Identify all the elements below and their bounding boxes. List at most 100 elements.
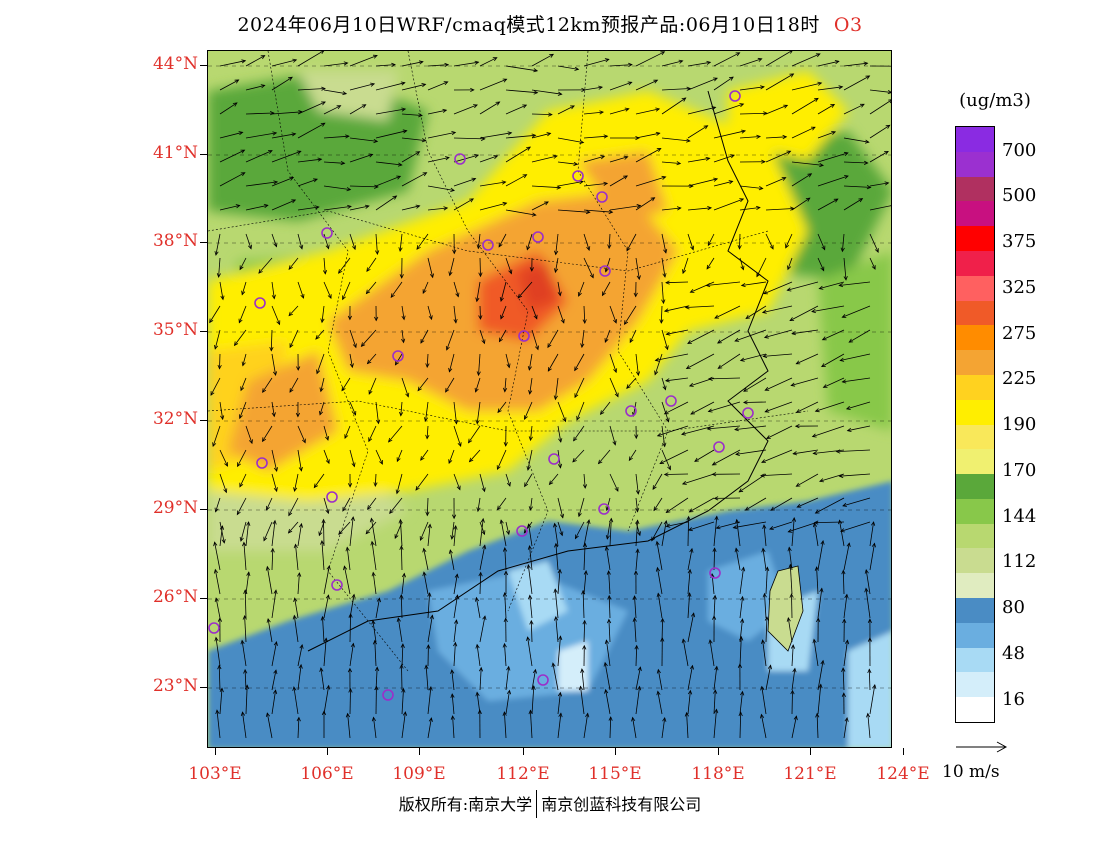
wind-arrow-head	[708, 639, 713, 644]
colorbar-segment	[956, 672, 994, 698]
wind-arrow-head	[790, 382, 796, 387]
wind-arrow	[319, 401, 325, 415]
wind-arrow-head	[582, 319, 587, 325]
wind-arrow	[549, 473, 559, 485]
wind-arrow-head	[812, 638, 817, 644]
wind-arrow-head	[841, 569, 846, 575]
wind-arrow	[453, 198, 474, 211]
wind-arrow	[504, 377, 507, 392]
wind-arrow-head	[352, 410, 357, 416]
wind-arrow	[245, 55, 265, 67]
wind-arrow	[632, 717, 637, 739]
wind-arrow-head	[577, 512, 582, 518]
wind-arrow-head	[289, 176, 295, 181]
wind-arrow-head	[361, 104, 367, 109]
wind-arrow	[297, 158, 322, 163]
wind-arrow	[267, 618, 273, 643]
wind-arrow-head	[289, 343, 294, 349]
wind-arrow-head	[606, 618, 612, 624]
wind-arrow-head	[374, 685, 379, 691]
wind-arrow-head	[517, 293, 523, 299]
wind-arrow-head	[767, 664, 772, 670]
wind-arrow	[687, 548, 693, 571]
colorbar-segment	[956, 226, 994, 252]
wind-arrow	[791, 173, 812, 187]
wind-arrow	[505, 65, 538, 72]
wind-arrow-head	[262, 437, 267, 443]
wind-arrow-head	[582, 484, 588, 489]
wind-arrow	[453, 401, 457, 424]
wind-arrow	[293, 615, 299, 643]
lat-tick	[200, 420, 207, 421]
wind-arrow-head	[604, 639, 609, 645]
lat-label: 38°N	[152, 231, 198, 251]
wind-arrow-head	[267, 150, 273, 154]
wind-arrow-head	[508, 269, 513, 275]
wind-arrow	[427, 157, 450, 163]
wind-arrow	[842, 668, 845, 691]
wind-arrow	[399, 233, 403, 252]
wind-arrow	[316, 353, 325, 374]
wind-arrow	[789, 305, 819, 321]
wind-arrow	[764, 593, 767, 619]
wind-arrow	[427, 81, 448, 91]
wind-arrow-head	[762, 592, 767, 598]
wind-arrow	[477, 233, 481, 249]
wind-arrow-head	[373, 482, 378, 488]
wind-arrow	[654, 353, 663, 375]
wind-arrow	[583, 570, 587, 595]
wind-arrow-head	[343, 565, 348, 571]
wind-arrow	[505, 257, 512, 274]
wind-arrow	[375, 449, 383, 465]
wind-arrow-head	[298, 466, 303, 472]
wind-arrow-head	[557, 463, 563, 469]
wind-arrow-head	[246, 521, 251, 526]
lon-label: 109°E	[392, 764, 446, 784]
wind-arrow	[869, 257, 876, 270]
wind-arrow-head	[532, 668, 537, 674]
colorbar-segment	[956, 598, 994, 624]
wind-arrow	[288, 257, 299, 270]
wind-arrow	[814, 523, 819, 547]
wind-arrow	[349, 104, 366, 115]
wind-arrow-head	[502, 201, 508, 207]
wind-arrow-head	[604, 545, 609, 551]
wind-arrow-head	[260, 55, 266, 60]
wind-arrow	[606, 640, 611, 667]
wind-arrow	[476, 281, 481, 302]
wind-arrow-head	[288, 311, 293, 317]
wind-arrow	[687, 233, 694, 250]
wind-arrow	[739, 257, 744, 270]
wind-arrow	[453, 473, 461, 490]
wind-arrow-head	[792, 451, 798, 456]
wind-arrow	[289, 329, 299, 348]
wind-arrow-head	[469, 198, 474, 203]
wind-arrow	[528, 353, 533, 370]
wind-arrow	[244, 669, 247, 691]
wind-arrow	[531, 155, 558, 163]
wind-arrow-head	[663, 410, 669, 415]
wind-arrow-head	[243, 668, 248, 674]
wind-arrow	[209, 305, 221, 323]
wind-arrow	[446, 329, 455, 351]
wind-arrow	[297, 281, 304, 299]
wind-arrow	[583, 473, 586, 489]
wind-arrow	[609, 205, 641, 211]
wind-arrow-head	[737, 245, 742, 250]
wind-arrow-head	[863, 160, 869, 165]
wind-arrow-head	[350, 642, 355, 648]
wind-arrow-head	[787, 528, 793, 533]
wind-arrow	[531, 686, 535, 715]
wind-arrow	[215, 497, 221, 512]
title-main: 2024年06月10日WRF/cmaq模式12km预报产品:06月10日18时	[237, 14, 820, 36]
city-marker	[729, 90, 741, 102]
wind-arrow-head	[347, 667, 353, 673]
wind-arrow-head	[864, 587, 869, 593]
wind-arrow	[349, 449, 355, 467]
wind-arrow-head	[614, 486, 619, 492]
wind-arrow	[713, 709, 717, 739]
wind-arrow	[361, 329, 377, 347]
wind-arrow-head	[526, 466, 531, 471]
wind-arrow	[453, 305, 457, 323]
wind-arrow-head	[531, 685, 536, 690]
